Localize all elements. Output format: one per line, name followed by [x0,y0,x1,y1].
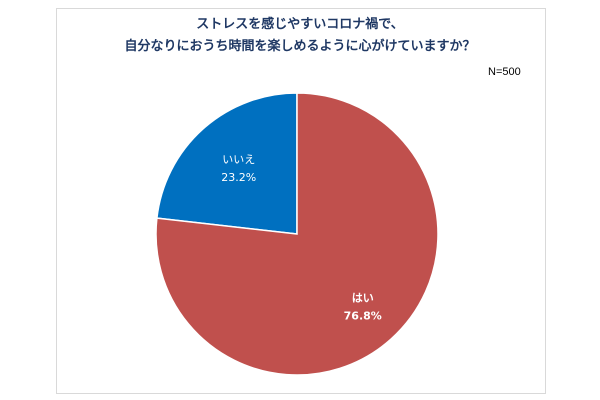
pie-slice-iie [156,92,298,235]
slice-value-label: 76.8% [344,310,382,323]
pie-labels: いいえ 23.2% はい 76.8% [221,153,382,323]
chart-title-line-1: ストレスを感じやすいコロナ禍で、 [196,17,404,32]
sample-size-label: N=500 [488,66,521,78]
chart-title-line-2: 自分なりにおうち時間を楽しめるように心がけていますか？ [124,39,476,54]
chart-title: ストレスを感じやすいコロナ禍で、 自分なりにおうち時間を楽しめるように心がけてい… [0,14,600,58]
pie-slice-hai [155,92,439,376]
slice-value-label: 23.2% [221,171,256,184]
pie-slices [155,92,439,376]
slice-category-label: いいえ [222,153,255,166]
slice-category-label: はい [352,292,374,305]
